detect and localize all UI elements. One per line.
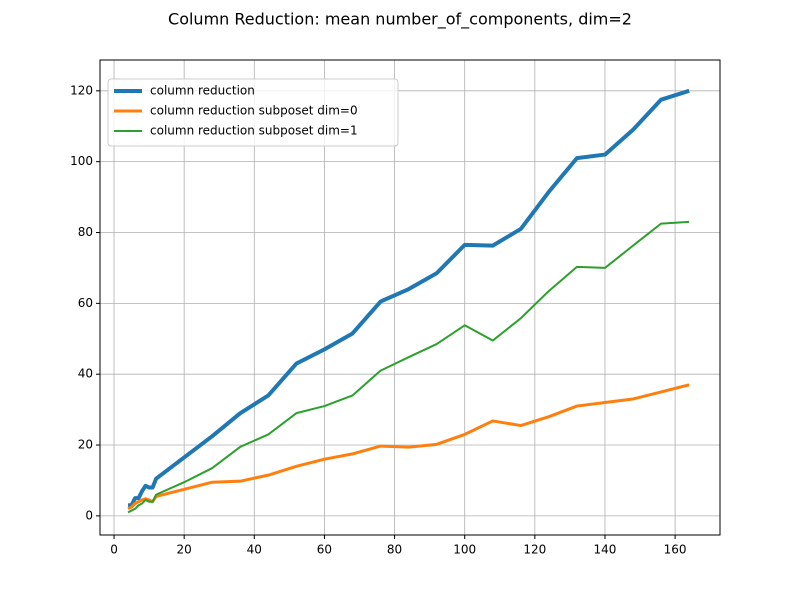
legend: column reduction column reduction subpose… <box>107 78 399 147</box>
y-tick-label: 100 <box>70 154 93 168</box>
y-tick-label: 20 <box>78 438 93 452</box>
legend-box <box>107 78 399 147</box>
y-tick-label: 0 <box>85 508 93 522</box>
line-series <box>127 220 690 514</box>
y-tick-label: 40 <box>78 367 93 381</box>
line-series <box>127 383 690 511</box>
y-tick-label: 80 <box>78 225 93 239</box>
legend-label: column reduction subposet dim=1 <box>150 124 358 138</box>
x-tick-label: 0 <box>110 543 118 557</box>
line-series <box>128 88 690 508</box>
plot-frame <box>99 59 721 536</box>
x-tick-label: 40 <box>247 543 262 557</box>
x-tick-label: 100 <box>453 543 476 557</box>
x-tick-label: 80 <box>387 543 402 557</box>
x-tick-label: 120 <box>523 543 546 557</box>
chart-title: Column Reduction: mean number_of_compone… <box>168 10 632 30</box>
x-tick-label: 140 <box>594 543 617 557</box>
y-tick-label: 120 <box>70 83 93 97</box>
y-tick-label: 60 <box>78 296 93 310</box>
x-tick-label: 20 <box>177 543 192 557</box>
x-tick-label: 160 <box>664 543 687 557</box>
x-tick-label: 60 <box>317 543 332 557</box>
legend-label: column reduction <box>150 84 255 98</box>
legend-label: column reduction subposet dim=0 <box>150 104 358 118</box>
